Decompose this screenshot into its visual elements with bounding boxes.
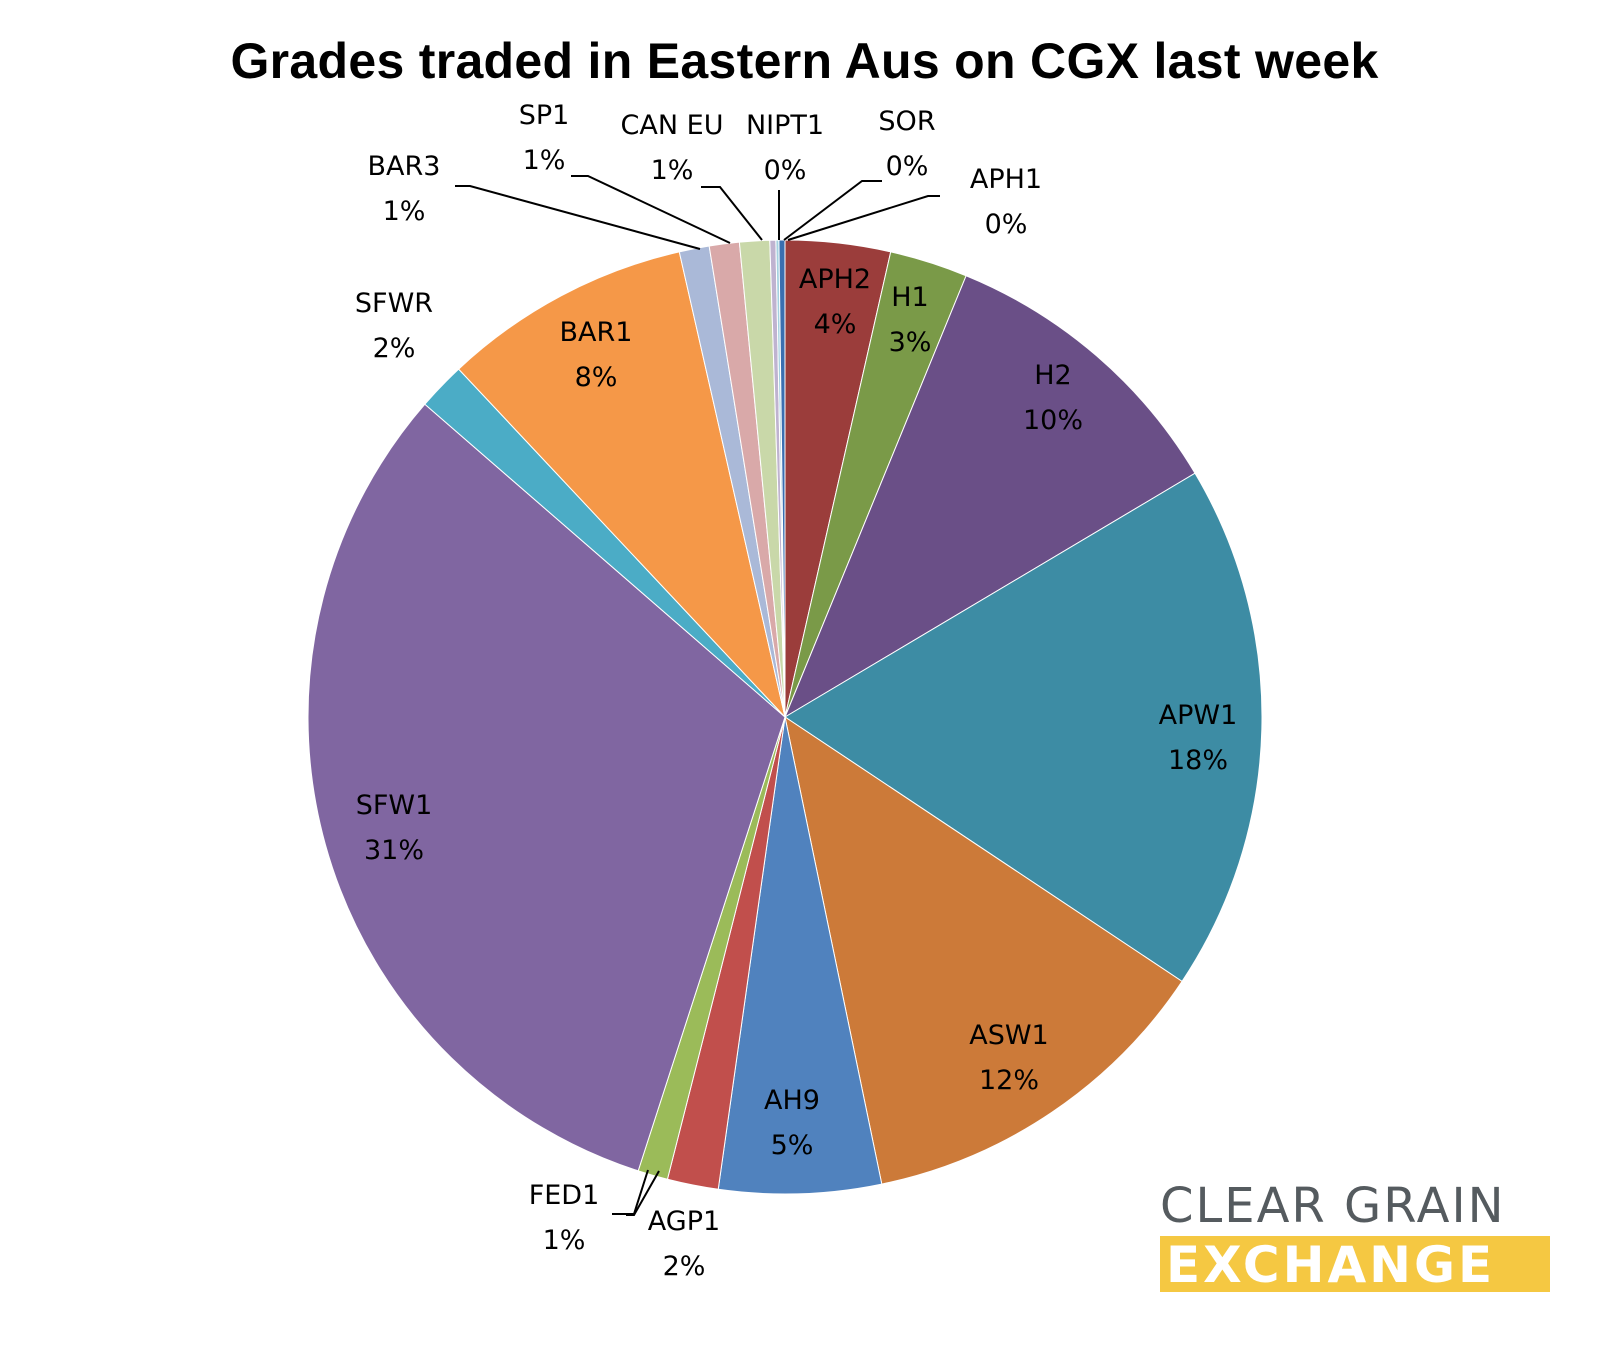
pie-slice-h2	[783, 275, 1196, 719]
data-label-value-can-eu: 1%	[651, 155, 694, 186]
data-label-name-apw1: APW1	[1159, 700, 1238, 731]
pie-slice-bar1	[457, 251, 786, 719]
data-label-value-bar1: 8%	[575, 362, 618, 393]
data-label-name-asw1: ASW1	[969, 1020, 1048, 1051]
data-label-name-sor: SOR	[878, 106, 935, 137]
data-label-value-h1: 3%	[889, 327, 932, 358]
pie-slice-ah9	[717, 716, 883, 1195]
pie-slice-sfw1	[307, 403, 786, 1172]
data-label-value-aph2: 4%	[814, 309, 857, 340]
data-label-value-agp1: 2%	[663, 1251, 706, 1282]
logo-text-line2: EXCHANGE	[1160, 1236, 1550, 1292]
data-label-name-sfw1: SFW1	[356, 790, 433, 821]
data-label-value-apw1: 18%	[1168, 745, 1228, 776]
data-label-name-can-eu: CAN EU	[621, 110, 724, 141]
data-label-name-sfwr: SFWR	[355, 288, 433, 319]
data-label-name-bar3: BAR3	[368, 151, 441, 182]
data-label-name-aph1: APH1	[970, 164, 1042, 195]
data-label-value-aph1: 0%	[985, 209, 1028, 240]
leader-line-fed1	[612, 1169, 649, 1215]
logo-text-line1: CLEAR GRAIN	[1160, 1178, 1506, 1234]
data-label-name-ah9: AH9	[764, 1085, 820, 1116]
clear-grain-exchange-logo: CLEAR GRAIN EXCHANGE	[1160, 1180, 1550, 1292]
chart-title: Grades traded in Eastern Aus on CGX last…	[230, 33, 1379, 89]
data-label-name-nipt1: NIPT1	[746, 110, 824, 141]
data-label-value-sfwr: 2%	[373, 333, 416, 364]
pie-slice-apw1	[784, 472, 1263, 983]
data-label-value-nipt1: 0%	[764, 155, 807, 186]
data-label-value-sor: 0%	[886, 151, 929, 182]
data-label-value-sp1: 1%	[523, 145, 566, 176]
leader-line-sor	[783, 180, 882, 241]
data-label-name-sp1: SP1	[519, 100, 570, 131]
leader-line-bar3	[455, 185, 701, 250]
data-label-value-ah9: 5%	[771, 1130, 814, 1161]
data-label-value-asw1: 12%	[979, 1065, 1039, 1096]
data-label-name-h1: H1	[891, 282, 928, 313]
data-label-value-h2: 10%	[1023, 405, 1083, 436]
data-label-name-h2: H2	[1034, 360, 1071, 391]
data-label-name-bar1: BAR1	[560, 317, 633, 348]
data-label-value-fed1: 1%	[543, 1225, 586, 1256]
data-label-name-fed1: FED1	[529, 1180, 600, 1211]
leader-line-aph1	[787, 195, 940, 241]
leader-line-can-eu	[701, 186, 763, 241]
data-label-value-sfw1: 31%	[364, 835, 424, 866]
pie-slice-asw1	[784, 715, 1183, 1185]
data-label-name-aph2: APH2	[799, 264, 871, 295]
data-label-name-agp1: AGP1	[648, 1206, 720, 1237]
leader-line-sp1	[571, 175, 731, 244]
data-label-value-bar3: 1%	[383, 196, 426, 227]
